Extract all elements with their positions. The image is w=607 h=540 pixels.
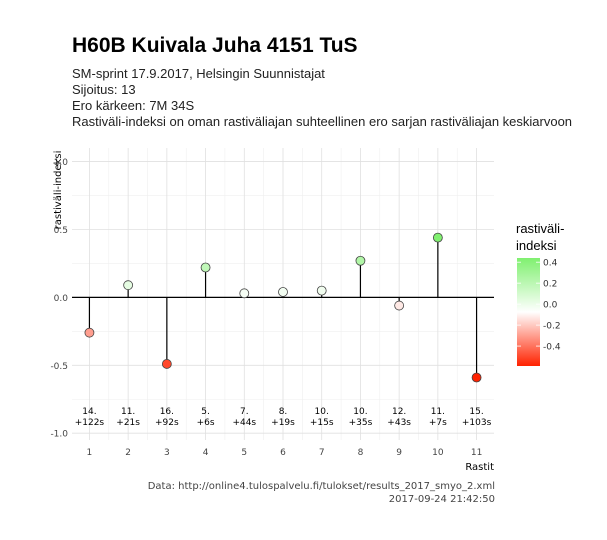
- time-label: +44s: [232, 418, 256, 428]
- control-label: 14.: [82, 407, 96, 417]
- time-label: +6s: [197, 418, 215, 428]
- data-source-caption: Data: http://online4.tulospalvelu.fi/tul…: [147, 481, 495, 492]
- legend-tick-label: -0.2: [543, 322, 561, 332]
- x-tick-label: 1: [87, 448, 93, 458]
- control-label: 11.: [121, 407, 135, 417]
- chart-title: H60B Kuivala Juha 4151 TuS: [72, 34, 358, 57]
- control-label: 5.: [201, 407, 210, 417]
- time-label: +35s: [349, 418, 373, 428]
- control-label: 11.: [431, 407, 445, 417]
- subtitle-gap: Ero kärkeen: 7M 34S: [72, 98, 195, 113]
- x-tick-label: 3: [164, 448, 170, 458]
- y-tick-label: -1.0: [50, 430, 68, 440]
- time-label: +43s: [387, 418, 411, 428]
- control-label: 7.: [240, 407, 249, 417]
- data-point: [123, 280, 134, 291]
- legend-tick-label: 0.2: [543, 280, 557, 290]
- x-tick-label: 4: [203, 448, 209, 458]
- time-label: +15s: [310, 418, 334, 428]
- time-label: +21s: [116, 418, 140, 428]
- y-tick-label: 1.0: [54, 158, 69, 168]
- time-label: +7s: [429, 418, 447, 428]
- x-tick-label: 5: [241, 448, 247, 458]
- x-tick-label: 7: [319, 448, 325, 458]
- color-legend: rastiväli- indeksi 0.4 0.2 0.0 -0.2 -0.4: [516, 221, 564, 366]
- legend-title-line-2: indeksi: [516, 238, 557, 253]
- legend-tick-label: 0.0: [543, 301, 558, 311]
- control-label: 12.: [392, 407, 406, 417]
- y-axis-label: rastiväli-indeksi: [53, 151, 64, 230]
- x-axis-label: Rastit: [465, 462, 494, 473]
- subtitle-description: Rastiväli-indeksi on oman rastiväliajan …: [72, 114, 573, 129]
- data-point: [84, 327, 95, 338]
- x-tick-label: 11: [471, 448, 482, 458]
- x-tick-label: 8: [358, 448, 364, 458]
- data-point: [316, 285, 327, 296]
- y-tick-label: -0.5: [50, 362, 68, 372]
- y-tick-label: 0.0: [54, 294, 69, 304]
- data-point: [432, 232, 443, 243]
- data-point: [161, 359, 172, 369]
- control-label: 10.: [353, 407, 367, 417]
- data-point: [471, 372, 482, 383]
- timestamp-caption: 2017-09-24 21:42:50: [388, 494, 495, 505]
- y-tick-label: 0.5: [54, 226, 68, 236]
- data-point: [239, 288, 250, 299]
- time-label: +122s: [75, 418, 105, 428]
- data-point: [355, 255, 366, 266]
- data-point: [394, 300, 405, 311]
- time-label: +92s: [155, 418, 179, 428]
- control-label: 16.: [160, 407, 174, 417]
- legend-title-line-1: rastiväli-: [516, 221, 564, 236]
- plot-area: -1.0 -0.5 0.0 0.5 1.0 1 2 3 4 5 6 7 8 9 10 11 14.+122s 11…: [50, 148, 494, 458]
- subtitle-placement: Sijoitus: 13: [72, 82, 136, 97]
- control-label: 8.: [279, 407, 288, 417]
- control-label: 10.: [315, 407, 329, 417]
- subtitle-event: SM-sprint 17.9.2017, Helsingin Suunnista…: [72, 66, 325, 81]
- x-tick-label: 9: [396, 448, 402, 458]
- legend-tick-label: 0.4: [543, 259, 558, 269]
- legend-tick-label: -0.4: [543, 343, 561, 353]
- data-point: [200, 262, 211, 273]
- x-tick-label: 2: [125, 448, 131, 458]
- control-label: 15.: [469, 407, 483, 417]
- time-label: +19s: [271, 418, 295, 428]
- legend-color-bar: [517, 258, 540, 366]
- time-label: +103s: [462, 418, 492, 428]
- data-point: [278, 287, 288, 297]
- x-tick-label: 10: [432, 448, 444, 458]
- x-tick-label: 6: [280, 448, 286, 458]
